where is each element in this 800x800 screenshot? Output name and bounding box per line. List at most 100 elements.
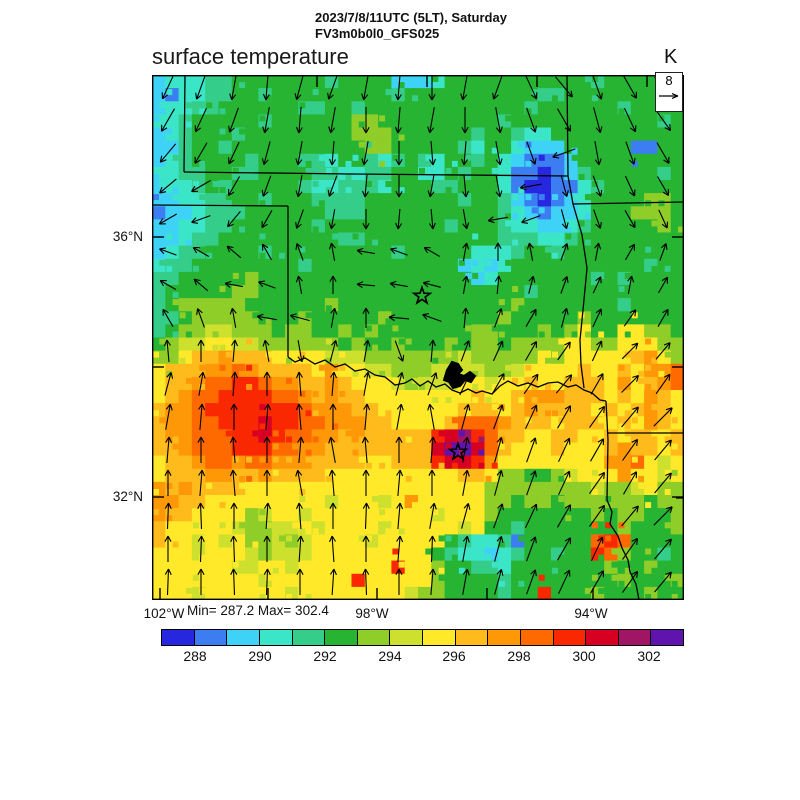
wind-vector xyxy=(194,107,207,133)
wind-vector xyxy=(462,174,470,198)
temperature-field-map xyxy=(152,75,684,600)
wind-vector xyxy=(328,140,336,166)
wind-vector xyxy=(361,174,369,198)
wind-vector xyxy=(329,502,337,529)
wind-vector xyxy=(655,109,672,132)
wind-vector xyxy=(624,210,636,229)
wind-vector xyxy=(654,571,672,593)
wind-vector xyxy=(192,246,210,257)
wind-vector xyxy=(295,243,304,261)
wind-vector xyxy=(262,75,270,101)
wind-vector xyxy=(160,108,175,132)
wind-vector xyxy=(390,247,408,256)
colorbar-tick-label: 302 xyxy=(637,648,661,664)
wind-vector xyxy=(621,406,639,428)
wind-vector xyxy=(494,470,504,496)
colorbar-segment xyxy=(487,630,520,645)
wind-vector xyxy=(487,216,508,224)
wind-vector xyxy=(164,469,172,496)
wind-vector xyxy=(493,503,504,529)
header-title-line1: 2023/7/8/11UTC (5LT), Saturday xyxy=(315,10,507,25)
wind-vector xyxy=(622,438,639,461)
wind-vector xyxy=(159,178,177,194)
wind-vector xyxy=(560,175,569,197)
wind-vector xyxy=(592,276,602,294)
wind-vector xyxy=(593,209,602,229)
wind-vector xyxy=(492,75,503,100)
wind-vector xyxy=(158,213,177,225)
wind-vector xyxy=(388,314,410,322)
wind-vector xyxy=(422,280,441,288)
wind-vector xyxy=(495,175,503,198)
city-star-icon xyxy=(447,440,469,462)
wind-vector xyxy=(258,280,276,289)
wind-vector xyxy=(194,142,208,164)
wind-vector xyxy=(428,469,436,496)
wind-vector xyxy=(229,436,237,464)
wind-vector xyxy=(494,275,502,295)
wind-vector xyxy=(362,535,370,562)
wind-vector xyxy=(262,107,270,134)
colorbar-segment xyxy=(193,630,227,645)
wind-vector xyxy=(622,570,639,593)
header-title-line2: FV3m0b0l0_GFS025 xyxy=(315,26,440,41)
wind-vector xyxy=(625,141,636,165)
wind-vector xyxy=(621,505,639,527)
wind-vector xyxy=(593,107,603,133)
state-boundary xyxy=(566,75,569,177)
wind-vector xyxy=(261,243,272,261)
wind-vector xyxy=(330,307,338,328)
colorbar-segment xyxy=(552,630,586,645)
lat-label-32n: 32°N xyxy=(112,489,143,504)
wind-vector xyxy=(230,403,238,430)
weather-map xyxy=(152,75,684,600)
wind-vector xyxy=(263,568,271,596)
wind-vector xyxy=(589,471,606,494)
wind-vector xyxy=(197,502,205,530)
wind-vector xyxy=(228,107,239,133)
colorbar xyxy=(161,629,684,646)
wind-vector xyxy=(197,568,205,595)
wind-vector xyxy=(653,506,673,526)
wind-vector xyxy=(329,403,337,430)
wind-vector xyxy=(361,141,369,166)
wind-vector xyxy=(230,568,238,596)
wind-vector xyxy=(198,371,206,396)
wind-vector xyxy=(429,436,437,464)
wind-vector xyxy=(494,308,503,328)
wind-vector xyxy=(226,245,242,259)
wind-vector xyxy=(264,403,272,431)
wind-vector xyxy=(327,175,338,197)
unit-label: K xyxy=(664,46,678,68)
wind-vector xyxy=(230,535,238,563)
wind-vector xyxy=(428,208,436,230)
wind-vector xyxy=(295,209,304,229)
colorbar-segment xyxy=(162,630,194,645)
wind-vector xyxy=(557,537,572,561)
wind-vector xyxy=(558,470,571,496)
wind-vector xyxy=(493,404,504,430)
wind-vector xyxy=(328,535,336,563)
wind-vector xyxy=(427,175,435,198)
wind-vector xyxy=(658,276,669,294)
wind-vector xyxy=(193,278,209,292)
wind-vector xyxy=(165,436,173,464)
wind-vector xyxy=(658,209,669,229)
wind-vector xyxy=(224,280,243,288)
wind-vector xyxy=(227,176,240,196)
wind-vector xyxy=(256,313,277,321)
wind-vector xyxy=(590,438,605,462)
wind-vector xyxy=(228,141,240,165)
wind-vector xyxy=(519,183,542,191)
wind-vector xyxy=(296,568,304,595)
colorbar-tick-label: 298 xyxy=(507,648,531,664)
wind-vector xyxy=(592,175,603,197)
wind-vector xyxy=(395,141,403,166)
wind-vector xyxy=(361,436,369,464)
wind-vector xyxy=(196,308,205,328)
wind-vector xyxy=(526,141,537,165)
wind-vector xyxy=(162,308,174,327)
colorbar-segment xyxy=(226,630,259,645)
wind-vector xyxy=(462,209,470,230)
colorbar-segment xyxy=(356,630,390,645)
